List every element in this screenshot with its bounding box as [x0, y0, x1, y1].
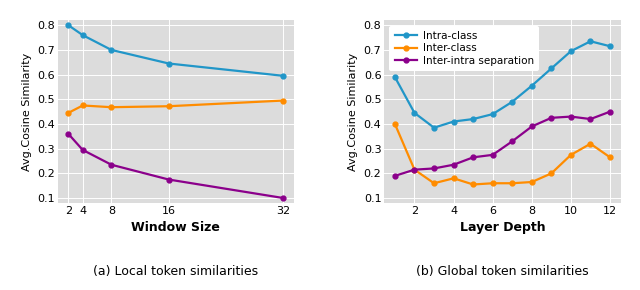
Intra-class [391, 75, 399, 79]
Inter-class [469, 183, 477, 186]
Inter-class [430, 182, 438, 185]
Intra-class [587, 39, 595, 43]
Inter-intra separation [508, 139, 516, 143]
Text: (b) Global token similarities: (b) Global token similarities [416, 265, 589, 278]
Inter-intra separation [469, 155, 477, 159]
Inter-intra separation [567, 115, 575, 118]
Text: (a) Local token similarities: (a) Local token similarities [93, 265, 259, 278]
Inter-class [391, 122, 399, 126]
X-axis label: Window Size: Window Size [131, 221, 220, 234]
Line: Inter-class: Inter-class [392, 122, 612, 187]
Inter-class [489, 182, 497, 185]
Inter-class [528, 180, 536, 184]
Intra-class [508, 100, 516, 104]
Inter-class [606, 155, 614, 159]
Inter-intra separation [391, 174, 399, 177]
Inter-intra separation [489, 153, 497, 157]
Intra-class [411, 111, 419, 115]
Intra-class [528, 84, 536, 88]
Inter-intra separation [528, 125, 536, 128]
Inter-class [567, 153, 575, 157]
Line: Intra-class: Intra-class [392, 39, 612, 130]
Intra-class [469, 117, 477, 121]
Y-axis label: Avg.Cosine Similarity: Avg.Cosine Similarity [348, 52, 358, 171]
Line: Inter-intra separation: Inter-intra separation [392, 109, 612, 178]
Intra-class [489, 113, 497, 116]
Legend: Intra-class, Inter-class, Inter-intra separation: Intra-class, Inter-class, Inter-intra se… [389, 26, 539, 71]
Inter-intra separation [450, 163, 458, 166]
Inter-class [548, 172, 556, 175]
Inter-class [587, 142, 595, 146]
X-axis label: Layer Depth: Layer Depth [460, 221, 545, 234]
Y-axis label: Avg.Cosine Similarity: Avg.Cosine Similarity [22, 52, 31, 171]
Inter-intra separation [430, 167, 438, 170]
Inter-intra separation [548, 116, 556, 119]
Intra-class [548, 67, 556, 70]
Inter-class [508, 182, 516, 185]
Inter-intra separation [587, 117, 595, 121]
Inter-class [411, 168, 419, 171]
Inter-class [450, 177, 458, 180]
Inter-intra separation [606, 110, 614, 113]
Inter-intra separation [411, 168, 419, 171]
Intra-class [606, 44, 614, 48]
Intra-class [430, 126, 438, 129]
Intra-class [567, 49, 575, 53]
Intra-class [450, 120, 458, 123]
